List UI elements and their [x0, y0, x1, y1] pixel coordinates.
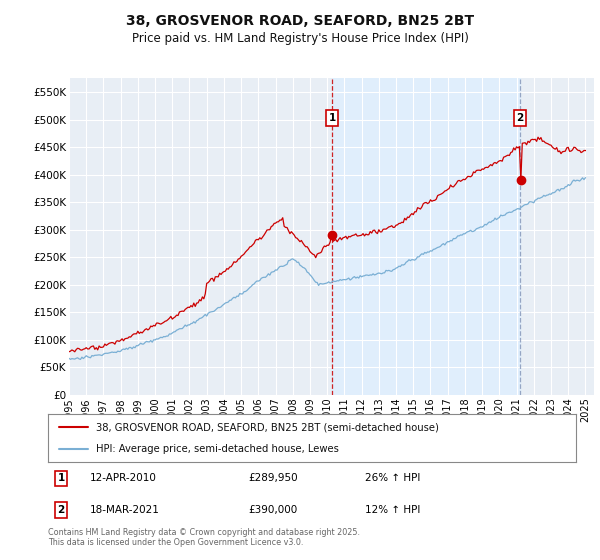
Text: Contains HM Land Registry data © Crown copyright and database right 2025.
This d: Contains HM Land Registry data © Crown c… [48, 528, 360, 547]
Bar [332, 78, 520, 395]
Text: 12-APR-2010: 12-APR-2010 [90, 473, 157, 483]
Text: 2: 2 [517, 113, 524, 123]
Text: Price paid vs. HM Land Registry's House Price Index (HPI): Price paid vs. HM Land Registry's House … [131, 32, 469, 45]
Text: HPI: Average price, semi-detached house, Lewes: HPI: Average price, semi-detached house,… [95, 444, 338, 454]
Text: 1: 1 [328, 113, 335, 123]
Text: 26% ↑ HPI: 26% ↑ HPI [365, 473, 420, 483]
Text: 12% ↑ HPI: 12% ↑ HPI [365, 505, 420, 515]
Text: 18-MAR-2021: 18-MAR-2021 [90, 505, 160, 515]
Text: 38, GROSVENOR ROAD, SEAFORD, BN25 2BT: 38, GROSVENOR ROAD, SEAFORD, BN25 2BT [126, 14, 474, 28]
Text: 38, GROSVENOR ROAD, SEAFORD, BN25 2BT (semi-detached house): 38, GROSVENOR ROAD, SEAFORD, BN25 2BT (s… [95, 422, 439, 432]
Text: 2: 2 [58, 505, 65, 515]
Text: 1: 1 [58, 473, 65, 483]
Text: £289,950: £289,950 [248, 473, 298, 483]
Text: £390,000: £390,000 [248, 505, 298, 515]
